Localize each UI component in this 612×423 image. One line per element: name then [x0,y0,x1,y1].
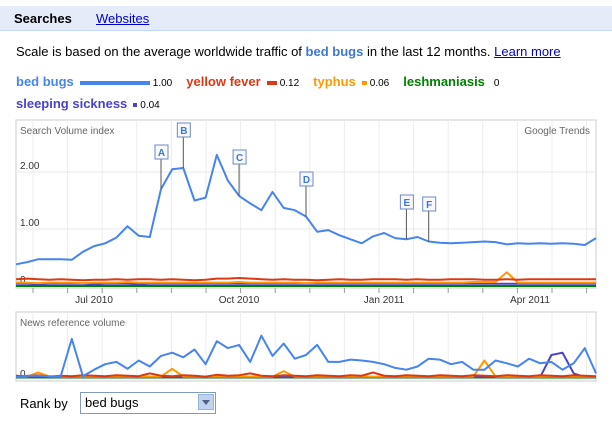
rank-by-select[interactable]: bed bugs [80,392,216,414]
learn-more-link[interactable]: Learn more [494,44,561,59]
annotation-flag-E [399,194,414,210]
legend-value: 0.12 [279,78,300,89]
legend-label: leshmaniasis [403,74,485,89]
legend-swatch [361,80,367,85]
y-tick-label: 1.00 [20,218,40,229]
legend-swatch [79,80,150,85]
x-tick-label: Jul 2010 [75,295,113,306]
legend-item-yellow-fever: yellow fever 0.12 [186,74,299,89]
chevron-down-icon[interactable] [198,394,214,410]
scale-description: Scale is based on the average worldwide … [16,44,561,59]
legend-item-leshmaniasis: leshmaniasis 0 [403,74,499,89]
legend-swatch [266,80,277,85]
rank-by-selected-value: bed bugs [85,395,139,410]
annotation-flag-A [154,144,169,160]
legend-swatch [133,102,138,107]
annotation-flag-D [299,171,314,187]
x-tick-label: Jan 2011 [364,295,405,306]
legend-value: 1.00 [152,78,173,89]
annotation-label: E [404,198,411,209]
legend-label: sleeping sickness [16,96,128,111]
legend-value: 0 [493,78,500,89]
rank-by-label: Rank by [20,396,68,411]
tab-bar: Searches Websites [0,6,612,31]
legend-item-sleeping-sickness: sleeping sickness 0.04 [16,96,160,111]
news-volume-title: News reference volume [20,318,125,329]
news-line-yellow-fever [15,371,597,378]
annotation-label: B [180,126,187,137]
legend-item-bed-bugs: bed bugs 1.00 [16,74,172,89]
trends-chart: Jul 2010 Oct 2010 Jan 2011 Apr 2011 2.00 1.00… [15,119,597,382]
x-tick-label: Oct 2010 [219,295,260,306]
annotation-flag-C [232,149,247,165]
scale-term: bed bugs [305,44,364,59]
legend-value: 0.06 [369,78,390,89]
legend-row: bed bugs 1.00 yellow fever 0.12 typhus 0.06 le… [16,74,513,89]
legend-label: yellow fever [186,74,261,89]
annotation-label: A [158,148,165,159]
tab-websites[interactable]: Websites [96,11,150,26]
tab-searches[interactable]: Searches [14,11,72,26]
scale-prefix: Scale is based on the average worldwide … [16,44,306,59]
search-volume-title: Search Volume index [20,126,115,137]
legend-row: sleeping sickness 0.04 [16,96,174,111]
x-tick-label: Apr 2011 [510,295,550,306]
annotation-flag-B [176,122,191,138]
annotation-label: F [426,200,432,211]
y-tick-label: 0 [20,275,26,286]
google-trends-watermark: Google Trends [524,126,590,137]
search-line-yellow-fever [15,277,596,282]
legend-label: typhus [313,74,356,89]
legend-label: bed bugs [16,74,74,89]
scale-suffix: in the last 12 months. [363,44,491,59]
legend-item-typhus: typhus 0.06 [313,74,389,89]
search-line-bed-bugs [15,153,597,266]
legend-value: 0.04 [140,100,160,111]
annotation-flag-F [422,196,437,212]
news-line-bed-bugs [15,334,597,379]
annotation-label: C [236,153,243,164]
annotation-label: D [303,175,310,186]
news-y-tick-label: 0 [20,369,26,380]
y-tick-label: 2.00 [20,161,40,172]
news-volume-plot-area [15,311,597,382]
